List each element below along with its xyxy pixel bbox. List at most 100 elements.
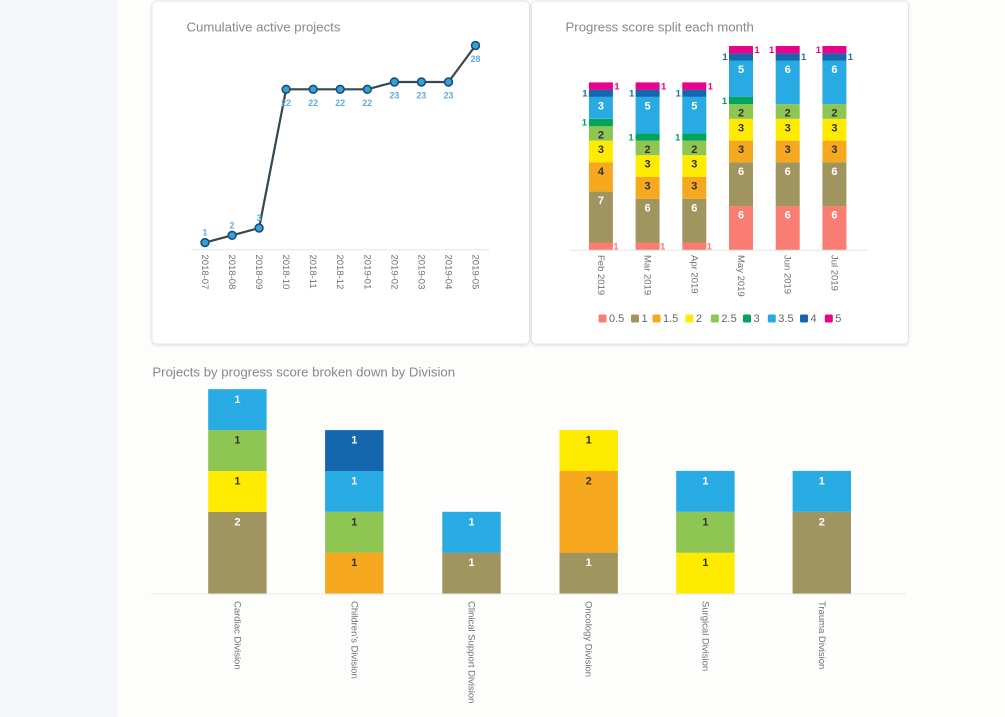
- svg-text:2: 2: [785, 108, 791, 120]
- svg-text:1: 1: [769, 45, 775, 56]
- svg-text:1: 1: [586, 557, 592, 569]
- svg-text:1: 1: [816, 45, 822, 56]
- svg-text:2.5: 2.5: [721, 313, 736, 325]
- svg-text:Progress score split each mont: Progress score split each month: [566, 20, 754, 35]
- svg-text:1: 1: [722, 52, 728, 63]
- svg-text:3: 3: [691, 159, 697, 171]
- svg-text:1: 1: [614, 81, 620, 92]
- svg-text:1: 1: [582, 118, 588, 129]
- svg-text:6: 6: [738, 210, 744, 222]
- svg-text:6: 6: [691, 202, 697, 214]
- svg-text:3: 3: [785, 122, 791, 134]
- svg-text:2018-12: 2018-12: [334, 255, 345, 290]
- svg-text:3: 3: [691, 181, 697, 193]
- svg-text:3: 3: [645, 181, 651, 193]
- svg-text:1: 1: [351, 475, 357, 487]
- svg-text:6: 6: [785, 166, 791, 178]
- svg-text:3.5: 3.5: [778, 313, 793, 325]
- svg-text:22: 22: [308, 98, 318, 108]
- svg-text:1: 1: [722, 96, 728, 107]
- svg-text:23: 23: [417, 91, 427, 101]
- svg-text:2019-01: 2019-01: [361, 255, 372, 290]
- svg-text:1: 1: [628, 132, 634, 143]
- svg-text:2: 2: [696, 313, 702, 325]
- svg-text:1: 1: [801, 52, 807, 63]
- svg-text:Cardiac Division: Cardiac Division: [231, 601, 242, 670]
- svg-text:3: 3: [598, 100, 604, 112]
- svg-text:1: 1: [661, 81, 667, 92]
- svg-text:6: 6: [785, 210, 791, 222]
- svg-text:1: 1: [702, 557, 708, 569]
- svg-text:4: 4: [811, 313, 817, 325]
- svg-text:1: 1: [586, 435, 592, 447]
- svg-text:1: 1: [351, 516, 357, 528]
- svg-text:2: 2: [234, 516, 240, 528]
- svg-text:Mar 2019: Mar 2019: [642, 255, 653, 295]
- svg-text:Feb 2019: Feb 2019: [595, 255, 606, 295]
- svg-text:5: 5: [835, 313, 841, 325]
- svg-text:1: 1: [707, 242, 713, 253]
- svg-text:Clinical Support Division: Clinical Support Division: [466, 601, 477, 703]
- svg-text:4: 4: [598, 166, 605, 178]
- svg-text:Apr 2019: Apr 2019: [688, 255, 699, 294]
- svg-text:Oncology Division: Oncology Division: [583, 601, 594, 677]
- svg-text:1: 1: [702, 516, 708, 528]
- svg-text:2018-07: 2018-07: [199, 255, 210, 290]
- svg-text:2: 2: [819, 516, 825, 528]
- svg-text:2018-11: 2018-11: [307, 255, 318, 289]
- svg-text:2: 2: [645, 144, 651, 156]
- svg-text:22: 22: [335, 98, 345, 108]
- svg-text:1.5: 1.5: [663, 313, 678, 325]
- svg-text:1: 1: [754, 45, 760, 56]
- svg-text:Jul 2019: Jul 2019: [828, 255, 839, 291]
- svg-text:3: 3: [831, 144, 837, 156]
- svg-text:1: 1: [203, 228, 208, 238]
- svg-text:3: 3: [738, 144, 744, 156]
- svg-text:Projects by progress score bro: Projects by progress score broken down b…: [152, 365, 455, 380]
- svg-text:1: 1: [702, 475, 708, 487]
- svg-text:Cumulative active projects: Cumulative active projects: [187, 20, 341, 35]
- svg-text:3: 3: [645, 159, 651, 171]
- svg-text:5: 5: [645, 100, 651, 112]
- svg-text:1: 1: [234, 394, 240, 406]
- svg-text:2019-02: 2019-02: [388, 255, 399, 290]
- svg-text:1: 1: [468, 557, 474, 569]
- svg-text:1: 1: [582, 89, 588, 100]
- svg-text:1: 1: [234, 435, 240, 447]
- svg-text:2018-10: 2018-10: [280, 255, 291, 290]
- svg-text:2: 2: [598, 130, 604, 142]
- svg-text:1: 1: [848, 52, 854, 63]
- svg-text:6: 6: [785, 64, 791, 76]
- svg-text:23: 23: [444, 91, 454, 101]
- svg-text:Trauma Division: Trauma Division: [816, 601, 827, 669]
- svg-text:1: 1: [708, 81, 714, 92]
- svg-text:Children's Division: Children's Division: [348, 601, 359, 679]
- svg-text:1: 1: [468, 516, 474, 528]
- svg-text:3: 3: [831, 122, 837, 134]
- svg-text:3: 3: [738, 122, 744, 134]
- svg-text:May 2019: May 2019: [735, 255, 746, 297]
- svg-text:2018-09: 2018-09: [253, 255, 264, 290]
- svg-text:1: 1: [676, 89, 682, 100]
- svg-text:6: 6: [738, 166, 744, 178]
- svg-text:7: 7: [598, 195, 604, 207]
- svg-text:5: 5: [738, 64, 744, 76]
- svg-text:2: 2: [230, 220, 235, 230]
- svg-text:3: 3: [785, 144, 791, 156]
- svg-text:22: 22: [362, 98, 372, 108]
- svg-text:2019-05: 2019-05: [470, 255, 481, 290]
- svg-text:2: 2: [831, 108, 837, 120]
- svg-text:1: 1: [234, 475, 240, 487]
- svg-text:3: 3: [598, 144, 604, 156]
- svg-text:0.5: 0.5: [609, 313, 624, 325]
- svg-text:1: 1: [351, 435, 357, 447]
- svg-text:6: 6: [831, 64, 837, 76]
- svg-text:6: 6: [831, 210, 837, 222]
- svg-text:2019-03: 2019-03: [415, 255, 426, 290]
- svg-text:3: 3: [754, 313, 760, 325]
- svg-text:1: 1: [351, 557, 357, 569]
- svg-text:1: 1: [675, 132, 681, 143]
- svg-text:2: 2: [738, 108, 744, 120]
- svg-text:2019-04: 2019-04: [443, 255, 454, 290]
- svg-text:1: 1: [629, 89, 635, 100]
